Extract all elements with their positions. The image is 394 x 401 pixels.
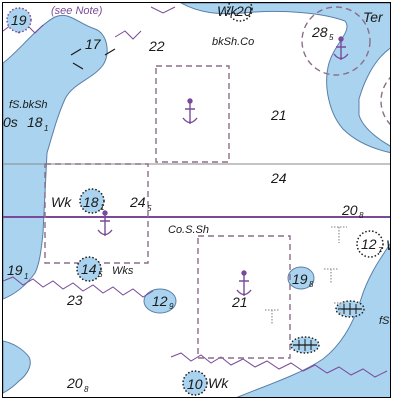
depth-19-1-sub: 1 — [24, 272, 28, 281]
shallow-patch-19 — [287, 266, 315, 290]
depth-19-8: 19 — [292, 271, 308, 287]
wreck-label-right: W — [386, 237, 391, 253]
depth-12-7-sub: 7 — [378, 246, 383, 255]
depth-10: 10 — [187, 376, 203, 392]
danger-ring-12 — [356, 230, 384, 258]
depth-20-8-bottom-sub: 8 — [84, 385, 89, 394]
depth-18: 18 — [27, 114, 43, 130]
shallow-patch-12 — [143, 288, 177, 314]
chart-canvas: (see Note) Wk 20 Ter 28 5 19 17 22 bkSh.… — [3, 3, 391, 397]
depth-28-sub: 5 — [329, 33, 334, 42]
anchorage-anchor-icon — [182, 98, 198, 124]
shallow-water-bottom-right — [236, 243, 390, 397]
anchorage-anchor-icon — [97, 210, 113, 236]
shallow-water-left — [3, 15, 108, 300]
terminal-label: Ter — [363, 9, 384, 25]
depth-14-5: 14 — [81, 261, 97, 277]
depth-20-8-bottom: 20 — [66, 375, 83, 391]
depth-21-b: 21 — [231, 294, 248, 310]
berth-circle-right — [380, 76, 390, 126]
seabed-fs-bksh: fS.bkSh — [9, 99, 48, 111]
wrecks-label: Wks — [112, 265, 134, 277]
depth-24: 24 — [270, 170, 287, 186]
depth-12-7: 12 — [361, 236, 377, 252]
depth-18-sub: 1 — [44, 124, 48, 133]
depth-18-wreck: 18 — [83, 194, 99, 210]
depth-18-wreck-sub: 1 — [100, 203, 104, 212]
anchorage-anchor-icon — [333, 36, 349, 60]
anchorage-area-left — [44, 163, 149, 264]
danger-ring-18 — [79, 188, 105, 214]
anchorage-area-bottom — [197, 235, 291, 359]
depth-21-a: 21 — [270, 107, 287, 123]
wreck-label-top: Wk — [217, 3, 238, 19]
shallow-water-bottom-left — [3, 340, 31, 394]
anchorage-area-top — [155, 65, 230, 163]
danger-ring-10 — [182, 370, 208, 396]
depth-20-8-sub: 8 — [359, 211, 364, 220]
depth-14-5-sub: 5 — [98, 270, 103, 279]
depth-19-topleft: 19 — [11, 12, 27, 28]
depth-22: 22 — [148, 38, 165, 54]
seabed-bksh-co: bkSh.Co — [212, 36, 254, 48]
chart-frame: (see Note) Wk 20 Ter 28 5 19 17 22 bkSh.… — [2, 2, 391, 398]
seabed-cos-sh: Co.S.Sh — [168, 224, 209, 236]
depth-19-1: 19 — [7, 262, 23, 278]
depth-28: 28 — [311, 24, 328, 40]
depth-label-top: 20 — [235, 3, 252, 19]
foul-ground-icon — [265, 226, 347, 325]
see-note-label: (see Note) — [51, 5, 103, 17]
wreck-label-mid: Wk — [51, 194, 72, 210]
wreck-icon — [335, 300, 365, 318]
depth-24-5-sub: 5 — [147, 204, 152, 213]
danger-ring-19-tl — [6, 7, 32, 33]
depth-24-5: 24 — [129, 194, 146, 210]
depth-20-8: 20 — [341, 202, 358, 218]
danger-ring-top — [227, 3, 253, 22]
danger-ring-14 — [76, 256, 102, 282]
shallow-water-top-right — [179, 3, 390, 154]
anchorage-anchor-icon — [236, 270, 252, 296]
depth-17: 17 — [85, 36, 102, 52]
seabed-fs-right: fS — [379, 315, 390, 327]
depth-12-9-sub: 9 — [169, 302, 174, 311]
cable-zigzag-bottom — [3, 276, 388, 378]
wreck-label-bottom: Wk — [208, 375, 229, 391]
depth-19-8-sub: 8 — [309, 280, 314, 289]
seabed-os: 0s — [3, 114, 18, 130]
depth-23: 23 — [66, 292, 83, 308]
depth-12-9: 12 — [152, 293, 168, 309]
wreck-icon — [290, 336, 320, 354]
obstruction-icon — [70, 48, 116, 70]
berth-circle-28 — [301, 6, 371, 76]
